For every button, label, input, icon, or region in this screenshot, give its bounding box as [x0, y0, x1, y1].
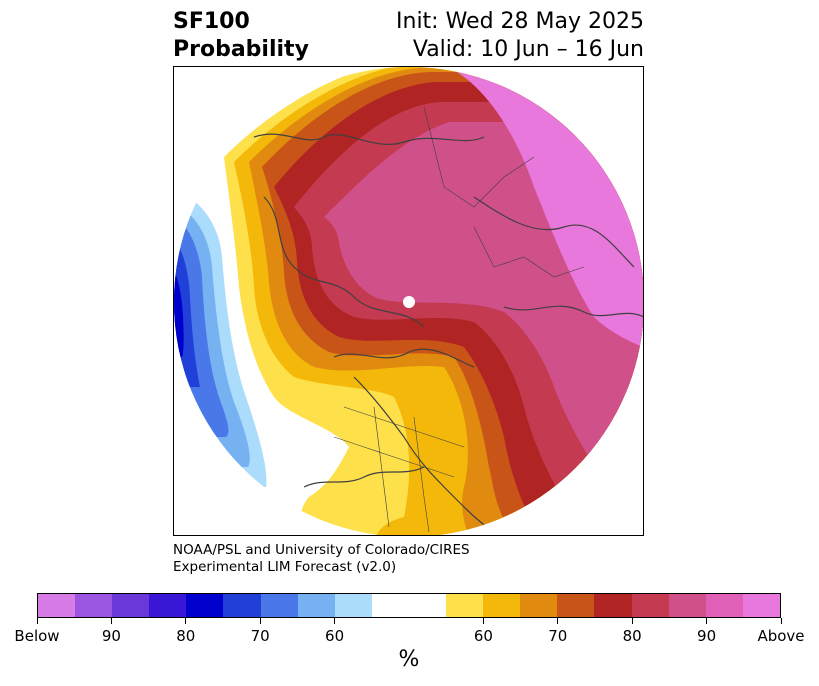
colorbar-tick-label: 80: [622, 627, 642, 645]
colorbar-segment: [186, 594, 224, 617]
credit-line-2: Experimental LIM Forecast (v2.0): [173, 559, 397, 575]
colorbar-tick: [631, 618, 633, 624]
colorbar-tick-label: 60: [325, 627, 345, 645]
colorbar-segment: [631, 594, 669, 617]
colorbar-segment: [334, 594, 372, 617]
polar-map: [173, 66, 644, 536]
colorbar-segment: [446, 594, 484, 617]
colorbar-tick-label: 80: [176, 627, 196, 645]
colorbar-segment: [483, 594, 521, 617]
colorbar: [37, 593, 781, 618]
map-title: SF100 Probability: [173, 8, 309, 64]
colorbar-tick: [259, 618, 261, 624]
title-line-2: Probability: [173, 37, 309, 62]
colorbar-segment: [705, 594, 743, 617]
colorbar-segment: [520, 594, 558, 617]
below-band-above: [174, 267, 184, 357]
colorbar-tick: [334, 618, 336, 624]
colorbar-segment: [75, 594, 113, 617]
pole-marker: [403, 296, 415, 308]
colorbar-tick: [36, 618, 38, 624]
colorbar-tick-label: 70: [548, 627, 568, 645]
colorbar-tick: [706, 618, 708, 624]
colorbar-segment: [594, 594, 632, 617]
colorbar-tick: [557, 618, 559, 624]
colorbar-unit: %: [398, 647, 420, 672]
colorbar-segment: [260, 594, 298, 617]
colorbar-segment: [742, 594, 780, 617]
colorbar-segment: [557, 594, 595, 617]
colorbar-tick-label: 90: [101, 627, 121, 645]
colorbar-tick-label: 90: [697, 627, 717, 645]
colorbar-tick: [482, 618, 484, 624]
colorbar-segment: [408, 594, 447, 617]
political-borders: [333, 106, 585, 533]
colorbar-tick-label: 70: [250, 627, 270, 645]
colorbar-segment: [668, 594, 706, 617]
coastlines: [253, 133, 643, 533]
colorbar-tick-label: 60: [473, 627, 493, 645]
colorbar-tick: [185, 618, 187, 624]
colorbar-segment: [112, 594, 150, 617]
credit-line-1: NOAA/PSL and University of Colorado/CIRE…: [173, 542, 470, 558]
valid-dates: Valid: 10 Jun – 16 Jun: [412, 37, 644, 62]
colorbar-segment: [38, 594, 76, 617]
colorbar-segment: [297, 594, 335, 617]
colorbar-segment: [223, 594, 261, 617]
credit-text: NOAA/PSL and University of Colorado/CIRE…: [173, 542, 470, 576]
init-date: Init: Wed 28 May 2025: [396, 9, 644, 34]
probability-field: [174, 67, 643, 535]
colorbar-tick-label: Below: [14, 627, 60, 645]
colorbar-tick: [780, 618, 782, 624]
colorbar-segment: [149, 594, 187, 617]
forecast-dates: Init: Wed 28 May 2025 Valid: 10 Jun – 16…: [396, 8, 644, 64]
colorbar-tick-label: Above: [757, 627, 805, 645]
colorbar-segment: [371, 594, 409, 617]
colorbar-tick: [110, 618, 112, 624]
title-line-1: SF100: [173, 9, 250, 34]
